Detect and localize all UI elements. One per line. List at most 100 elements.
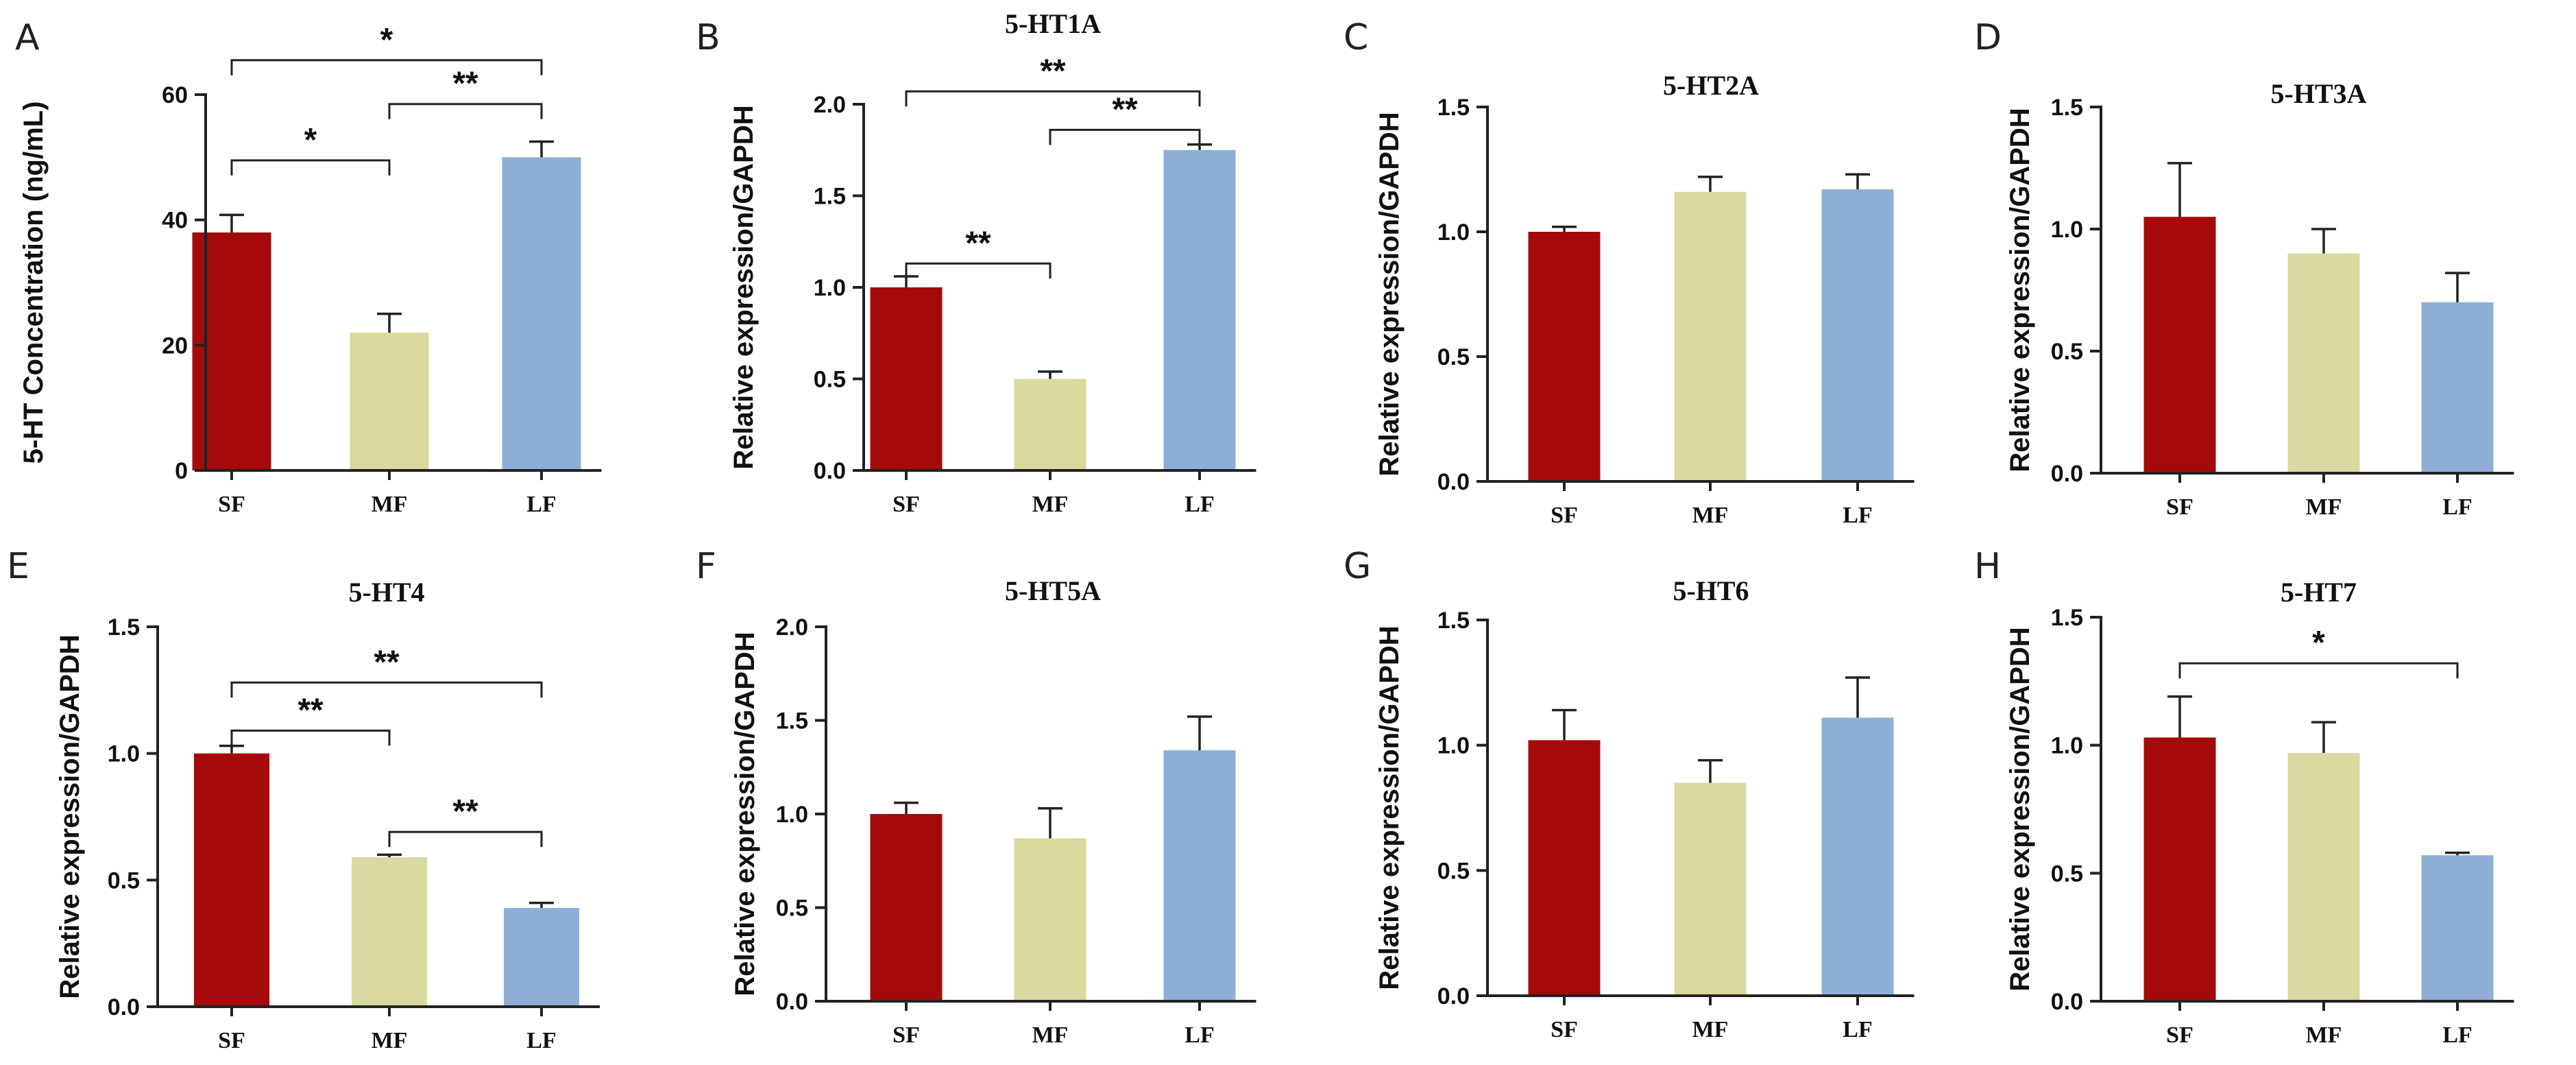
bar-sf [1528,232,1601,481]
panel-letter: A [15,17,40,58]
significance-bracket [2178,662,2459,679]
y-tick-label: 0.0 [1437,469,1470,495]
bar-lf [502,157,581,471]
x-tick-label: SF [892,1022,920,1048]
y-tick-label: 0.5 [2051,339,2083,365]
bar-lf [1163,750,1236,1001]
significance-label: * [380,22,393,58]
panel-c: C 5-HT2A Relative expression/GAPDH SF MF LF 0.… [1344,17,1915,528]
y-axis-label: Relative expression/GAPDH [2005,108,2035,472]
y-tick-label: 0.0 [776,989,808,1015]
panel-letter: E [7,546,29,587]
y-tick-label: 0.0 [814,458,846,484]
x-tick-label: MF [2306,494,2342,520]
bar-mf [2287,253,2360,473]
y-tick-label: 1.5 [108,614,140,641]
panel-title: 5-HT5A [1005,575,1101,606]
bar-sf [870,814,943,1001]
y-tick-label: 1.5 [814,184,846,210]
significance-bracket [230,681,543,698]
panel-letter: C [1344,17,1368,58]
bar-lf [2421,302,2494,473]
panel-d: D 5-HT3A Relative expression/GAPDH SF MF LF 0.… [1974,17,2514,520]
significance-label: ** [452,66,478,102]
bar-lf [1163,149,1236,470]
significance-bracket [905,90,1201,107]
panel-h: H 5-HT7 Relative expression/GAPDH SF MF LF 0.0… [1974,546,2514,1048]
x-tick-label: LF [1843,1017,1872,1042]
bar-sf [2143,217,2216,473]
bar-lf [1821,717,1894,996]
x-tick-label: LF [1184,1022,1214,1048]
bar-mf [1674,191,1747,481]
bar-lf [1821,189,1894,481]
y-axis-label: Relative expression/GAPDH [1374,625,1405,990]
y-tick-label: 1.0 [108,741,140,767]
panel-title: 5-HT1A [1005,8,1101,39]
x-tick-label: SF [218,492,245,517]
bar-sf [870,287,943,470]
bar-sf [192,232,271,470]
y-tick-label: 0.5 [814,367,846,393]
y-tick-label: 1.0 [1437,219,1470,246]
x-tick-label: MF [372,492,408,517]
y-tick-label: 0 [175,458,188,484]
y-tick-label: 40 [162,208,188,234]
y-tick-label: 1.5 [2051,95,2083,121]
y-axis-label: Relative expression/GAPDH [1374,112,1405,476]
bar-mf [1014,379,1086,470]
bar-sf [1528,740,1601,996]
x-tick-label: MF [1032,492,1069,517]
y-tick-label: 1.0 [776,802,808,828]
y-tick-label: 1.0 [2051,217,2083,243]
x-tick-label: SF [892,492,920,517]
y-axis-label: 5-HT Concentration (ng/mL) [19,101,49,464]
x-tick-label: SF [1551,1017,1578,1042]
significance-label: ** [1040,53,1066,89]
panel-g: G 5-HT6 Relative expression/GAPDH SF MF LF 0.0… [1344,546,1915,1042]
panel-letter: G [1344,546,1371,587]
y-axis-label: Relative expression/GAPDH [2005,627,2035,991]
y-tick-label: 0.0 [1437,983,1470,1009]
x-tick-label: MF [1692,1017,1729,1042]
panel-e: E 5-HT4 Relative expression/GAPDH SF MF LF 0.0… [7,546,600,1053]
panel-letter: D [1974,17,2002,58]
x-tick-label: SF [2166,494,2194,520]
y-tick-label: 0.5 [776,896,808,922]
panel-title: 5-HT7 [2281,577,2357,608]
x-tick-label: LF [526,1028,556,1053]
y-tick-label: 0.5 [2051,861,2083,887]
x-tick-label: MF [372,1028,408,1053]
y-tick-label: 1.5 [2051,605,2083,631]
panel-letter: B [696,17,720,58]
y-tick-label: 60 [162,82,188,108]
significance-bracket [905,262,1052,279]
panel-title: 5-HT6 [1673,575,1749,606]
panel-letter: F [696,546,716,587]
x-tick-label: MF [2306,1022,2342,1048]
bar-mf [350,333,429,470]
x-tick-label: LF [1184,492,1214,517]
bar-mf [2287,752,2360,1001]
panel-title: 5-HT4 [348,577,424,608]
bar-sf [194,753,269,1007]
y-tick-label: 2.0 [814,92,846,118]
significance-bracket [230,159,391,176]
y-tick-label: 1.0 [1437,733,1470,759]
x-tick-label: LF [1843,503,1872,528]
x-tick-label: SF [218,1028,245,1053]
bar-mf [1014,838,1086,1001]
y-tick-label: 0.0 [108,994,140,1020]
panel-b: B 5-HT1A Relative expression/GAPDH SF MF LF 0.… [696,8,1256,517]
y-tick-label: 1.5 [1437,95,1470,121]
significance-bracket [230,59,543,75]
y-tick-label: 0.0 [2051,461,2083,487]
y-tick-label: 0.0 [2051,989,2083,1015]
significance-label: ** [1112,91,1138,128]
y-tick-label: 1.0 [814,275,846,301]
significance-bracket [388,830,543,848]
y-tick-label: 0.5 [108,867,140,894]
x-tick-label: LF [2442,1022,2472,1048]
significance-label: * [304,122,317,158]
